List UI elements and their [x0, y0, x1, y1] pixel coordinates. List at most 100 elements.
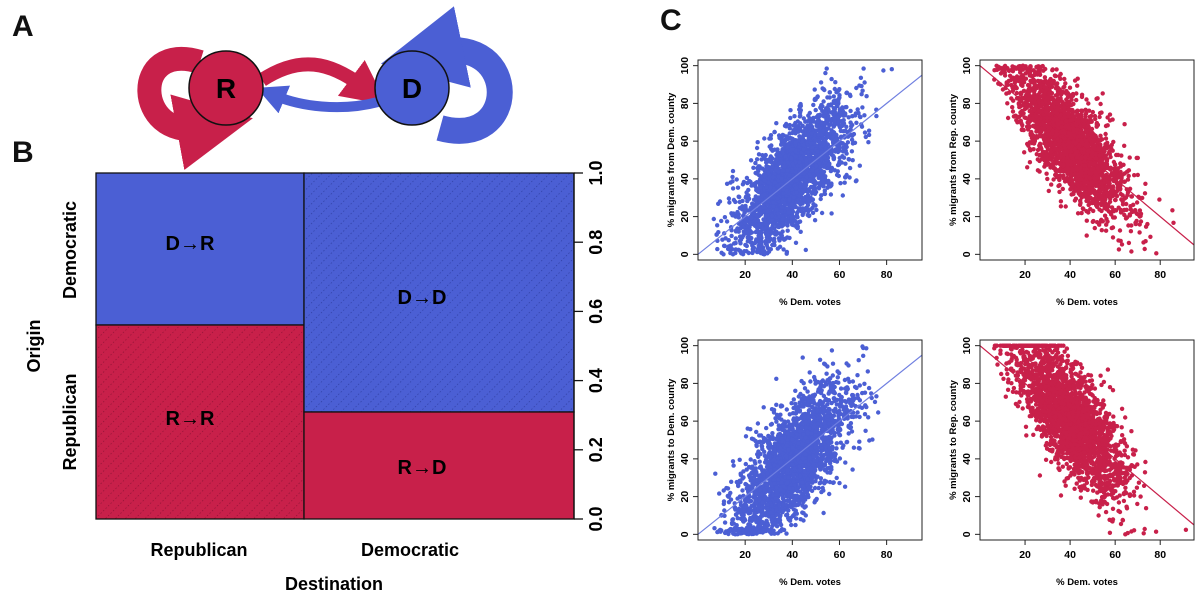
y-axis-title-origin: Origin — [24, 320, 44, 373]
scatter-point — [1138, 219, 1144, 224]
scatter-point — [1053, 86, 1059, 91]
scatter-point — [803, 247, 808, 253]
scatter-point — [1157, 197, 1162, 202]
scatter-point — [766, 199, 771, 204]
scatter-point — [842, 111, 847, 116]
mosaic-tick-label: 1.0 — [586, 160, 606, 185]
scatter-point — [723, 236, 728, 241]
scatter-point — [1078, 165, 1083, 170]
scatter-point — [1130, 209, 1135, 215]
scatter-point — [749, 235, 754, 241]
scatter-point — [824, 66, 829, 71]
scatter-point — [817, 140, 822, 145]
scatter-point — [1063, 204, 1068, 209]
scatter-point — [1105, 193, 1110, 199]
scatter-point — [770, 218, 775, 223]
r-self-loop-arrow — [137, 47, 253, 170]
scatter-point — [779, 233, 784, 238]
scatter-point — [776, 236, 782, 241]
scatter-point — [1072, 146, 1078, 152]
scatter-point — [1005, 101, 1010, 106]
scatter-point — [844, 124, 849, 129]
scatter-point — [717, 199, 723, 204]
scatter-point — [1028, 64, 1033, 69]
scatter-point — [1107, 112, 1113, 117]
scatter-point — [821, 87, 826, 92]
scatter-point — [866, 128, 872, 133]
scatter-point — [854, 85, 859, 91]
panel-letter-b: B — [12, 136, 34, 169]
scatter-point — [1124, 207, 1129, 212]
scatter-point — [1007, 73, 1013, 79]
mosaic-tick-label: 0.0 — [586, 506, 606, 531]
scatter-point — [799, 150, 804, 155]
scatter-point — [805, 202, 811, 208]
scatter-point — [1058, 162, 1063, 167]
scatter-point — [1019, 91, 1024, 96]
scatter-point — [759, 235, 764, 241]
scatter-point — [730, 186, 736, 191]
scatter-point — [762, 136, 767, 141]
scatter-point — [754, 157, 760, 162]
scatter-frame — [697, 59, 923, 261]
scatter-point — [1045, 176, 1050, 182]
scatter-point — [1078, 198, 1083, 203]
scatter-point — [789, 147, 795, 152]
scatter-point — [1095, 201, 1100, 206]
scatter-point — [751, 222, 756, 227]
scatter-point — [1110, 235, 1116, 240]
scatter-point — [729, 233, 734, 239]
scatter-point — [1070, 184, 1075, 189]
scatter-point — [831, 156, 836, 162]
scatter-point — [743, 195, 748, 200]
scatter-point — [789, 215, 794, 221]
scatter-point — [1058, 112, 1064, 118]
scatter-point — [1039, 157, 1045, 162]
scatter-point — [1017, 104, 1022, 110]
scatter-point — [1097, 147, 1102, 152]
scatter-point — [1065, 94, 1071, 100]
scatter-point — [1026, 143, 1031, 148]
scatter-point — [1008, 77, 1014, 83]
scatter-point — [843, 175, 848, 180]
scatter-point — [786, 210, 791, 215]
scatter-point — [822, 141, 827, 147]
scatter-point — [787, 122, 792, 128]
scatter-point — [1068, 177, 1074, 183]
scatter-point — [1103, 142, 1108, 147]
scatter-point — [1084, 233, 1089, 238]
scatter-point — [1079, 134, 1085, 139]
scatter-point — [1124, 215, 1130, 220]
scatter-point — [1094, 197, 1100, 202]
scatter-point — [816, 173, 821, 178]
scatter-point — [854, 120, 859, 126]
scatter-point — [1143, 239, 1148, 244]
scatter-point — [866, 132, 872, 138]
scatter-point — [762, 155, 767, 160]
scatter-point — [1086, 189, 1092, 195]
scatter-point — [1106, 176, 1112, 181]
scatter-point — [812, 141, 817, 146]
scatter-point — [1042, 75, 1048, 80]
scatter-point — [1102, 213, 1108, 218]
scatter-point — [787, 219, 792, 224]
scatter-point — [1082, 163, 1087, 168]
scatter-point — [1107, 149, 1112, 154]
scatter-point — [1045, 132, 1051, 137]
scatter-point — [841, 118, 846, 123]
scatter-point — [1048, 150, 1054, 155]
scatter-point — [1142, 191, 1148, 196]
scatter-point — [831, 99, 836, 104]
scatter-point — [850, 122, 855, 128]
scatter-point — [1089, 140, 1094, 145]
scatter-point — [1060, 186, 1066, 192]
scatter-point — [1030, 134, 1035, 139]
scatter-point — [1044, 80, 1049, 85]
scatter-point — [762, 202, 767, 207]
y-axis-title: % migrants from Dem. county — [666, 92, 677, 227]
scatter-point — [797, 114, 802, 119]
scatter-point — [1098, 133, 1103, 138]
scatter-point — [797, 219, 803, 224]
scatter-point — [806, 153, 811, 158]
scatter-point — [1148, 234, 1153, 239]
